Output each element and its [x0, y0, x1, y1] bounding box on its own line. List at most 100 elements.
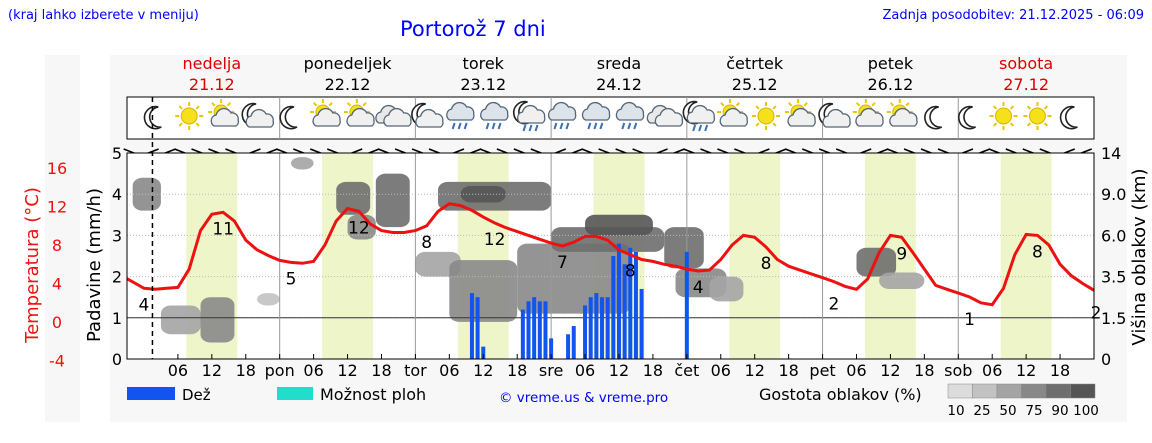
cloud-density-band: [375, 173, 410, 228]
precipitation-tick-label: 4: [112, 185, 122, 204]
rain-bar: [481, 346, 486, 359]
x-tick-label: 18: [1050, 361, 1070, 380]
cloud-density-band: [336, 181, 371, 215]
temperature-line: [126, 202, 1095, 307]
cloud-density-band: [132, 177, 161, 211]
temperature-value-label: 8: [421, 233, 432, 253]
cloud-icon: [646, 104, 684, 127]
temperature-value-label: 4: [693, 278, 704, 298]
cloud-density-band: [585, 214, 653, 236]
cloud-density-band: [449, 260, 518, 322]
temperature-tick-label: 4: [52, 275, 62, 294]
cloud-scale-swatch: [972, 383, 998, 399]
temperature-tick-label: -4: [49, 351, 65, 370]
cloud-density-band: [290, 157, 314, 170]
temperature-value-label: 9: [896, 244, 907, 264]
rain-bar: [549, 338, 554, 359]
moon-icon: [958, 105, 977, 130]
moon-icon: [924, 105, 943, 130]
moon-icon: [279, 105, 298, 130]
rain-bar: [526, 301, 531, 359]
legend-cloud-density-label: Gostota oblakov (%): [759, 385, 922, 404]
day-name: nedelja: [182, 54, 241, 73]
temperature-value-label: 2: [1091, 303, 1102, 323]
cloud-scale-label: 10: [947, 403, 964, 419]
precipitation-axis-label: Padavine (mm/h): [84, 188, 105, 342]
legend-rain-label: Dež: [182, 386, 211, 404]
cloud-scale-label: 100: [1073, 403, 1099, 419]
temperature-axis-label: Temperatura (°C): [22, 187, 43, 344]
rain-cloud-icon: [581, 101, 611, 130]
x-tick-label: 12: [609, 361, 629, 380]
cloud-height-tick-label: 14: [1101, 144, 1121, 163]
x-tick-label: 18: [507, 361, 527, 380]
credit-link[interactable]: © vreme.us & vreme.pro: [499, 390, 668, 406]
temperature-value-label: 4: [139, 295, 150, 315]
daylight-band: [1000, 153, 1052, 359]
cloud-height-tick-label: 0: [1101, 350, 1111, 369]
rain-bar: [520, 309, 525, 359]
temperature-tick-label: 16: [47, 159, 67, 178]
sun-cloud-icon: [886, 99, 918, 127]
sun-icon: [1023, 102, 1052, 130]
x-tick-label: 18: [371, 361, 391, 380]
rain-bar: [588, 297, 593, 359]
region-hint: (kraj lahko izberete v meniju): [8, 8, 199, 23]
rain-bar: [639, 288, 644, 359]
rain-bar: [684, 251, 689, 359]
cloud-scale-label: 90: [1051, 403, 1068, 419]
x-tick-label: 06: [982, 361, 1002, 380]
temperature-value-label: 7: [557, 253, 568, 273]
x-tick-label: čet: [674, 361, 699, 380]
cloud-density-band: [517, 243, 631, 314]
x-tick-label: 12: [880, 361, 900, 380]
cloud-density-band: [160, 305, 201, 335]
rain-bar: [571, 326, 576, 359]
temperature-value-label: 8: [1032, 242, 1043, 262]
precipitation-tick-label: 2: [112, 268, 122, 287]
day-date: 25.12: [732, 75, 778, 94]
day-name: torek: [463, 54, 505, 73]
sun-cloud-icon: [343, 99, 375, 127]
x-tick-label: 12: [473, 361, 493, 380]
day-date: 22.12: [325, 75, 371, 94]
daylight-band: [729, 153, 781, 359]
moon-rain-icon: [512, 100, 546, 132]
cloud-height-tick-label: 6.0: [1101, 226, 1126, 245]
temperature-tick-label: 12: [47, 198, 67, 217]
rain-bar: [611, 256, 616, 359]
rain-bar: [594, 293, 599, 359]
temperature-value-label: 5: [286, 269, 297, 289]
cloud-density-band: [709, 276, 744, 302]
left-axis-panel: [45, 55, 80, 422]
cloud-scale-label: 50: [999, 403, 1016, 419]
precipitation-tick-label: 3: [112, 226, 122, 245]
sun-cloud-icon: [852, 99, 884, 127]
temperature-value-label: 12: [484, 230, 506, 250]
icon-strip: [126, 96, 1095, 140]
day-name: ponedeljek: [304, 54, 393, 73]
x-tick-label: 06: [846, 361, 866, 380]
day-date: 24.12: [596, 75, 642, 94]
cloud-density-band: [879, 272, 925, 289]
day-name: sreda: [597, 54, 641, 73]
cloud-scale-label: 75: [1025, 403, 1042, 419]
rain-cloud-icon: [615, 101, 645, 130]
x-tick-label: 18: [914, 361, 934, 380]
legend-showers-label: Možnost ploh: [320, 385, 426, 404]
sun-icon: [175, 102, 204, 130]
temperature-tick-label: 0: [52, 313, 62, 332]
cloud-height-tick-label: 1.5: [1101, 309, 1126, 328]
temperature-value-label: 1: [964, 310, 975, 330]
x-tick-label: 12: [1016, 361, 1036, 380]
precipitation-tick-label: 1: [112, 309, 122, 328]
temperature-value-label: 8: [625, 262, 636, 282]
moon-cloud-icon: [411, 102, 444, 128]
rain-bar: [532, 297, 537, 359]
day-date: 27.12: [1003, 75, 1049, 94]
rain-bar: [622, 264, 627, 359]
cloud-density-band: [664, 227, 704, 269]
x-tick-label: 12: [337, 361, 357, 380]
rain-bar: [583, 305, 588, 359]
